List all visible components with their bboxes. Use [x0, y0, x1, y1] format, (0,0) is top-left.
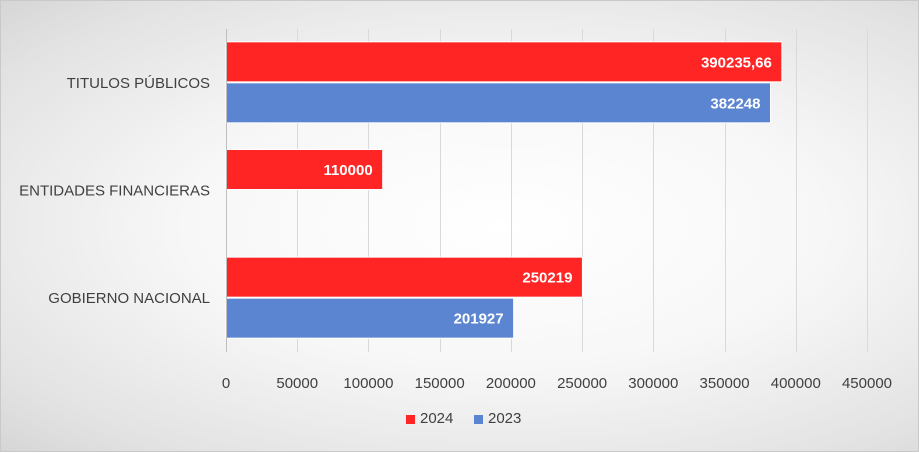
- bar-2024: [225, 41, 783, 83]
- legend-swatch-2023: [474, 415, 483, 424]
- x-tick-label: 450000: [842, 375, 892, 392]
- x-tick-label: 400000: [771, 375, 821, 392]
- x-tick-label: 350000: [700, 375, 750, 392]
- legend-label: 2024: [420, 410, 453, 427]
- data-label: 201927: [454, 311, 504, 328]
- bar-2023: [225, 82, 771, 124]
- x-tick-label: 200000: [486, 375, 536, 392]
- x-tick-label: 250000: [557, 375, 607, 392]
- legend-swatch-2024: [406, 415, 415, 424]
- data-label: 382248: [710, 95, 760, 112]
- bar-2023: [225, 297, 515, 339]
- data-label: 390235,66: [701, 54, 772, 71]
- data-label: 250219: [522, 270, 572, 287]
- x-tick-label: 50000: [276, 375, 318, 392]
- legend-label: 2023: [488, 410, 521, 427]
- bar-2024: [225, 256, 583, 298]
- bar-2024: [225, 149, 384, 190]
- x-tick-label: 0: [222, 375, 230, 392]
- x-tick-label: 150000: [415, 375, 465, 392]
- x-tick-label: 300000: [628, 375, 678, 392]
- category-label: ENTIDADES FINANCIERAS: [19, 183, 210, 200]
- category-label: GOBIERNO NACIONAL: [48, 290, 210, 307]
- data-label: 110000: [323, 162, 372, 179]
- x-tick-label: 100000: [343, 375, 393, 392]
- category-label: TITULOS PÚBLICOS: [67, 75, 210, 92]
